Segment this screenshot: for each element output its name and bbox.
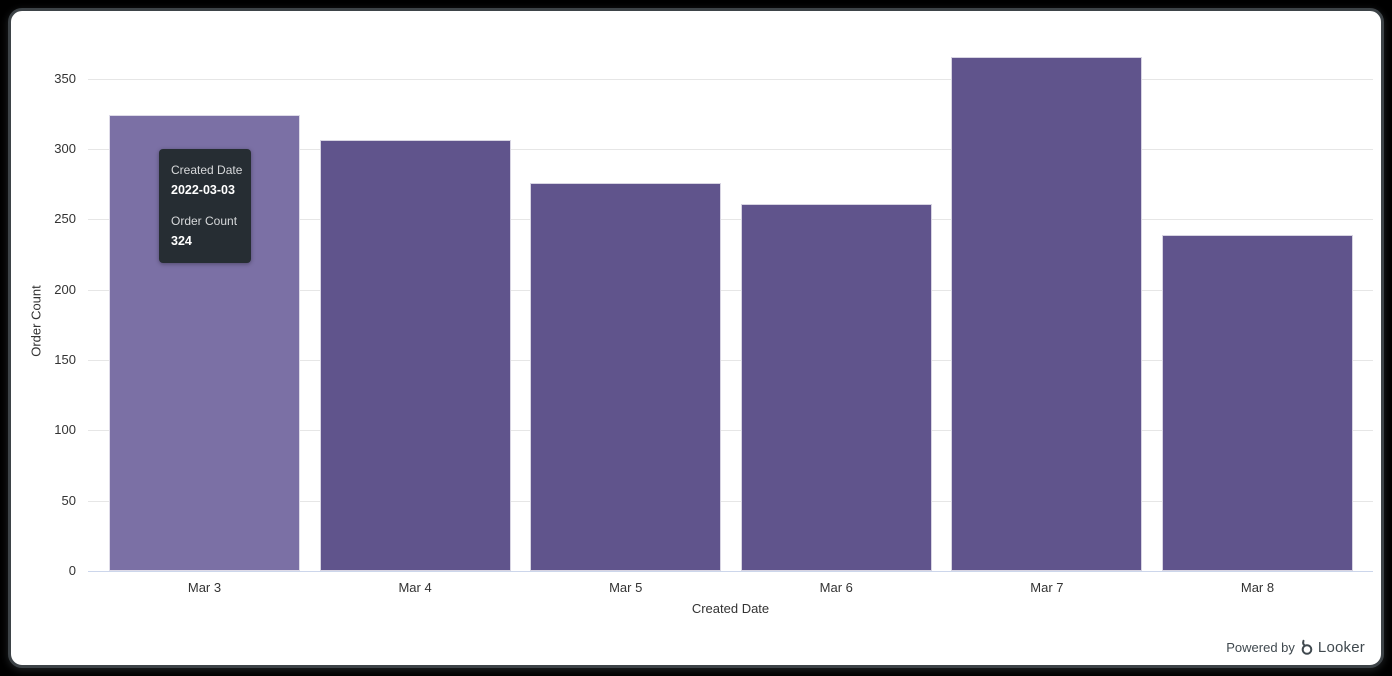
bar-chart: 0 50 100 150 200 250 300 350 Order Count Mar 3 M…: [13, 13, 1381, 665]
gridline: [88, 430, 1373, 432]
x-tick-label: Mar 6: [819, 580, 853, 595]
x-tick-label: Mar 8: [1240, 580, 1275, 595]
y-tick-label: 0: [68, 563, 76, 578]
y-tick-label: 300: [54, 140, 76, 156]
y-tick-label: 350: [54, 70, 76, 86]
tooltip-spacer: [171, 200, 239, 211]
x-axis-title: Created Date: [691, 601, 770, 616]
gridline: [88, 78, 1373, 80]
tooltip-dimension-label: Created Date: [171, 163, 243, 177]
bar-mar-6[interactable]: [740, 203, 932, 571]
gridline: [88, 148, 1373, 150]
x-tick-label: Mar 4: [398, 580, 432, 595]
bar-mar-8[interactable]: [1162, 234, 1353, 571]
looker-logo-icon: [1298, 639, 1315, 656]
gridline: [88, 500, 1373, 502]
gridline: [88, 359, 1373, 361]
y-tick-label: 150: [54, 351, 76, 367]
looker-brand-label: Looker: [1317, 639, 1365, 656]
y-axis-title: Order Count: [28, 285, 44, 357]
tooltip-measure-value: 324: [171, 234, 192, 248]
x-tick-label: Mar 7: [1030, 580, 1064, 595]
y-tick-label: 50: [61, 492, 76, 508]
y-tick-label: 200: [54, 281, 76, 297]
visualization-card: 0 50 100 150 200 250 300 350 Order Count Mar 3 M…: [8, 8, 1384, 668]
bar-mar-4[interactable]: [319, 140, 511, 571]
powered-by-looker[interactable]: Powered by Looker: [1226, 639, 1365, 656]
x-axis-line: [88, 571, 1373, 572]
powered-by-label: Powered by: [1226, 640, 1295, 655]
y-tick-label: 250: [54, 211, 76, 227]
tooltip-dimension-value: 2022-03-03: [171, 183, 235, 197]
bar-mar-5[interactable]: [530, 182, 722, 571]
x-tick-label: Mar 5: [609, 580, 643, 595]
bar-mar-7[interactable]: [951, 57, 1143, 571]
gridline: [88, 289, 1373, 291]
x-tick-label: Mar 3: [187, 580, 222, 595]
chart-tooltip: Created Date 2022-03-03 Order Count 324: [159, 149, 251, 263]
tooltip-measure-label: Order Count: [171, 214, 238, 228]
gridline: [88, 219, 1373, 221]
y-tick-label: 100: [54, 422, 76, 438]
